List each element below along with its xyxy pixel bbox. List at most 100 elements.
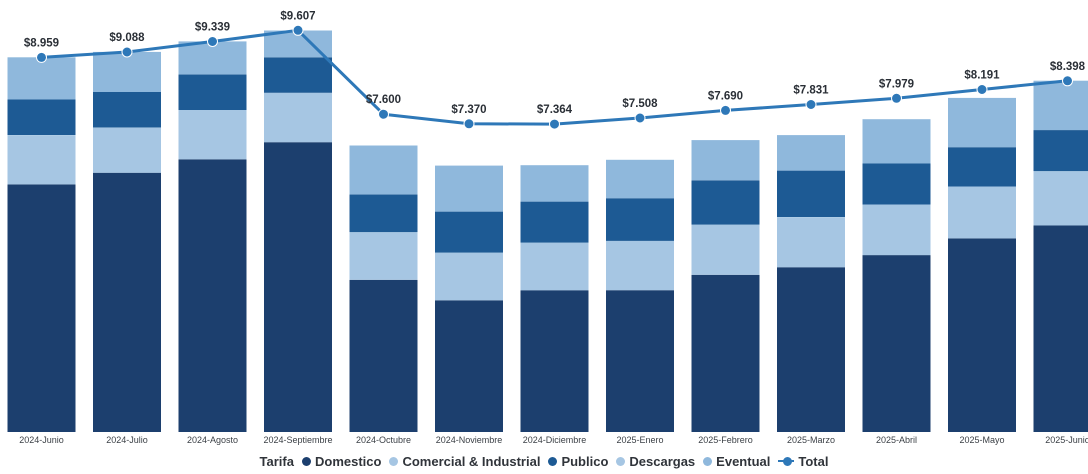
bar-segment-eventual[interactable] [1033, 80, 1088, 130]
bar-segment-comercial-industrial[interactable] [1033, 171, 1088, 226]
x-tick-label: 2024-Junio [19, 435, 64, 445]
legend-label-publico: Publico [561, 453, 609, 469]
legend-item-total[interactable]: Total [778, 454, 828, 469]
bar-segment-eventual[interactable] [777, 135, 845, 171]
total-point[interactable] [207, 36, 218, 47]
x-tick-label: 2024-Julio [106, 435, 148, 445]
x-tick-label: 2025-Abril [876, 435, 917, 445]
bar-segment-comercial-industrial[interactable] [948, 186, 1016, 239]
bar-segment-publico[interactable] [93, 92, 161, 128]
legend-marker-descargas [616, 456, 626, 466]
bar-segment-comercial-industrial[interactable] [777, 217, 845, 268]
bar-segment-publico[interactable] [264, 57, 332, 93]
x-tick-label: 2025-Febrero [698, 435, 753, 445]
total-point[interactable] [805, 99, 817, 110]
total-data-label: $7.370 [451, 104, 486, 116]
bar-segment-domestico[interactable] [349, 279, 418, 432]
legend-item-comercial-industrial[interactable]: Comercial & Industrial [389, 454, 540, 469]
legend-item-eventual[interactable]: Eventual [703, 454, 770, 469]
bar-segment-eventual[interactable] [862, 119, 931, 164]
bar-segment-comercial-industrial[interactable] [520, 242, 589, 291]
legend-item-domestico[interactable]: Domestico [301, 453, 382, 469]
total-point[interactable] [463, 118, 475, 130]
bar-segment-domestico[interactable] [7, 184, 76, 432]
bar-segment-eventual[interactable] [7, 57, 76, 100]
bar-segment-comercial-industrial[interactable] [606, 240, 674, 291]
bar-segment-comercial-industrial[interactable] [93, 127, 161, 173]
legend-title: Tarifa [259, 453, 294, 469]
legend-label-total: Total [798, 453, 829, 469]
total-point[interactable] [121, 46, 133, 58]
bar-segment-publico[interactable] [178, 74, 247, 111]
total-data-label: $9.088 [109, 32, 145, 44]
bar-segment-domestico[interactable] [691, 274, 760, 432]
bar-segment-publico[interactable] [691, 180, 760, 225]
bar-segment-domestico[interactable] [777, 267, 845, 432]
bar-segment-publico[interactable] [948, 147, 1016, 187]
bar-segment-comercial-industrial[interactable] [691, 224, 760, 275]
bar-segment-comercial-industrial[interactable] [7, 135, 76, 185]
total-point[interactable] [378, 108, 389, 120]
x-tick-label: 2024-Diciembre [523, 435, 587, 445]
bar-segment-publico[interactable] [1033, 130, 1088, 172]
bar-segment-publico[interactable] [777, 170, 845, 217]
total-point[interactable] [720, 104, 731, 116]
bar-segment-publico[interactable] [862, 163, 931, 205]
legend-marker-publico [548, 456, 558, 466]
legend-marker-comercial-industrial [389, 456, 399, 466]
total-point[interactable] [36, 51, 47, 63]
total-point[interactable] [891, 92, 902, 104]
bar-segment-comercial-industrial[interactable] [862, 204, 931, 256]
legend-label-comercial-industrial: Comercial & Industrial [402, 453, 541, 469]
legend-label-domestico: Domestico [314, 453, 382, 469]
bar-segment-domestico[interactable] [93, 172, 161, 432]
total-data-label: $8.191 [964, 70, 1000, 82]
bar-segment-eventual[interactable] [948, 97, 1016, 148]
legend-marker-domestico [301, 456, 311, 466]
total-point[interactable] [1062, 75, 1073, 87]
x-tick-label: 2025-Enero [616, 435, 663, 445]
bar-segment-comercial-industrial[interactable] [435, 252, 503, 301]
bar-segment-domestico[interactable] [948, 238, 1016, 432]
bar-segment-eventual[interactable] [435, 165, 503, 212]
total-data-label: $7.831 [793, 85, 829, 97]
bar-segment-eventual[interactable] [606, 159, 674, 199]
bar-segment-domestico[interactable] [178, 159, 247, 433]
total-line-layer [36, 24, 1073, 130]
bar-segment-publico[interactable] [7, 99, 76, 136]
bar-segment-eventual[interactable] [691, 140, 760, 181]
bar-segment-publico[interactable] [435, 211, 503, 253]
bar-segment-domestico[interactable] [606, 290, 674, 432]
total-data-label: $9.339 [195, 22, 230, 34]
legend-label-eventual: Eventual [716, 453, 771, 469]
bar-segment-publico[interactable] [349, 194, 418, 233]
labels-layer: 2024-Junio 2024-Julio 2024-Agosto 2024-Sept… [19, 10, 1088, 445]
bar-segment-publico[interactable] [606, 198, 674, 241]
legend-item-publico[interactable]: Publico [548, 454, 608, 469]
bar-segment-eventual[interactable] [520, 165, 589, 202]
total-point[interactable] [549, 118, 560, 130]
bar-segment-domestico[interactable] [1033, 225, 1088, 432]
bar-segment-eventual[interactable] [93, 51, 161, 92]
total-data-label: $8.959 [24, 37, 59, 49]
bar-segment-domestico[interactable] [520, 290, 589, 432]
bar-segment-comercial-industrial[interactable] [178, 110, 247, 160]
bar-segment-comercial-industrial[interactable] [349, 232, 418, 280]
total-point[interactable] [634, 112, 646, 124]
total-data-label: $7.600 [366, 94, 401, 106]
bar-segment-domestico[interactable] [862, 255, 931, 432]
legend-item-descargas[interactable]: Descargas [616, 454, 695, 469]
bar-segment-domestico[interactable] [264, 142, 332, 432]
x-tick-label: 2024-Octubre [356, 435, 411, 445]
total-point[interactable] [976, 84, 988, 95]
x-tick-label: 2025-Marzo [787, 435, 835, 445]
total-data-label: $7.508 [622, 98, 658, 110]
total-point[interactable] [292, 24, 304, 36]
bar-segment-comercial-industrial[interactable] [264, 92, 332, 143]
bar-segment-eventual[interactable] [349, 145, 418, 195]
x-tick-label: 2024-Septiembre [263, 435, 332, 445]
x-tick-label: 2025-Mayo [959, 435, 1004, 445]
bar-segment-domestico[interactable] [435, 300, 503, 432]
bar-segment-publico[interactable] [520, 201, 589, 243]
legend-marker-total [778, 456, 795, 466]
